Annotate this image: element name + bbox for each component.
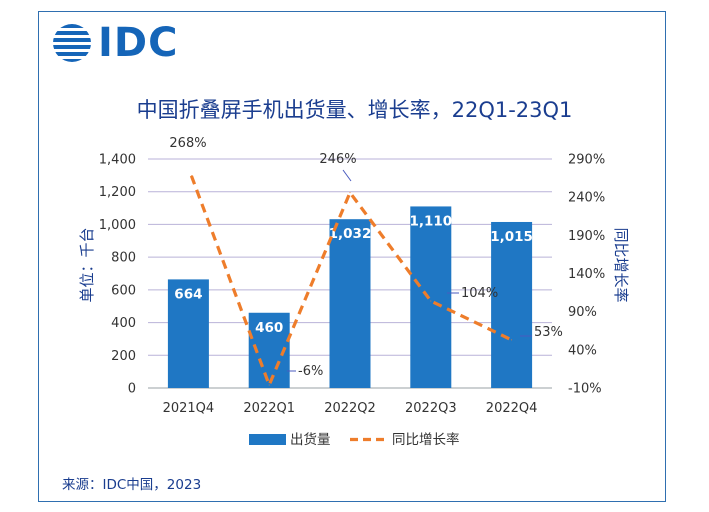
x-tick-label: 2022Q2: [324, 401, 376, 416]
bar-value-label: 1,032: [329, 226, 372, 242]
y2-tick-label: 240%: [568, 191, 605, 206]
y-tick-label: 1,200: [99, 185, 136, 200]
y-tick-label: 800: [111, 251, 136, 266]
y2-tick-label: 140%: [568, 267, 605, 282]
growth-point: [268, 384, 270, 386]
legend-label-shipments: 出货量: [290, 431, 331, 448]
x-tick-label: 2022Q4: [486, 401, 538, 416]
bar-value-label: 1,015: [490, 229, 533, 245]
x-tick-label: 2022Q3: [405, 401, 457, 416]
y2-tick-label: 190%: [568, 229, 605, 244]
growth-value-label: -6%: [298, 364, 323, 379]
source-note: 来源：IDC中国，2023: [62, 477, 202, 493]
logo-text: IDC: [98, 20, 179, 66]
growth-point: [511, 339, 513, 341]
chart-title: 中国折叠屏手机出货量、增长率，22Q1-23Q1: [136, 98, 573, 122]
growth-point: [349, 192, 351, 194]
growth-point: [430, 300, 432, 302]
bar: [329, 219, 371, 388]
legend-swatch-bar: [249, 434, 286, 445]
y-tick-label: 0: [128, 382, 136, 397]
x-tick-label: 2022Q1: [243, 401, 295, 416]
bar-value-label: 1,110: [409, 213, 452, 229]
y-tick-label: 1,000: [99, 218, 136, 233]
x-tick-label: 2021Q4: [163, 401, 215, 416]
globe-icon: [53, 24, 91, 62]
bar-value-label: 460: [255, 320, 283, 336]
y-tick-label: 400: [111, 316, 136, 331]
y2-tick-label: -10%: [568, 382, 602, 397]
idc-logo: IDC: [52, 22, 178, 64]
y-tick-label: 1,400: [99, 153, 136, 168]
y2-tick-label: 290%: [568, 153, 605, 168]
growth-value-label: 268%: [169, 136, 206, 151]
bar: [410, 206, 452, 388]
y-axis-title: 单位：千台: [78, 227, 96, 302]
y2-axis-title: 同比增长率: [612, 227, 630, 302]
y2-tick-label: 90%: [568, 305, 597, 320]
growth-value-label: 53%: [534, 325, 563, 340]
bar: [491, 221, 533, 388]
y-tick-label: 200: [111, 349, 136, 364]
bar: [167, 279, 209, 388]
growth-value-label: 104%: [461, 286, 498, 301]
bar-value-label: 664: [174, 286, 202, 302]
growth-point: [190, 175, 192, 177]
legend-label-growth: 同比增长率: [392, 431, 460, 448]
y2-tick-label: 40%: [568, 343, 597, 358]
y-tick-label: 600: [111, 283, 136, 298]
growth-value-label: 246%: [319, 152, 356, 167]
label-leader: [342, 169, 352, 182]
